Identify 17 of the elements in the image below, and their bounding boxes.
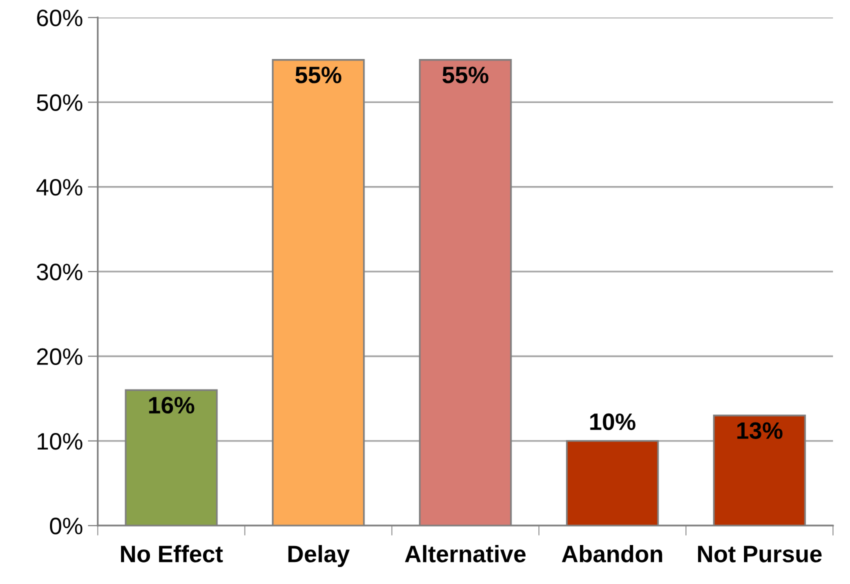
y-tick-label: 50%: [36, 94, 82, 111]
data-label: 13%: [737, 422, 782, 439]
x-tick-label: Not Pursue: [698, 546, 822, 562]
data-label: 55%: [442, 66, 488, 84]
y-tick-label: 40%: [36, 178, 82, 196]
x-tick-label: Abandon: [562, 545, 662, 562]
data-label: 16%: [149, 396, 194, 414]
y-tick-label: 0%: [50, 518, 82, 534]
y-tick-label: 20%: [37, 348, 82, 366]
x-tick-label: Delay: [288, 545, 350, 568]
y-tick-label: 30%: [36, 264, 82, 280]
y-tick-label: 60%: [37, 10, 82, 26]
x-tick-label: No Effect: [121, 545, 223, 562]
y-tick-label: 10%: [38, 432, 82, 450]
data-label: 55%: [295, 66, 342, 84]
data-label: 10%: [590, 413, 636, 430]
x-tick-label: Alternative: [404, 545, 526, 562]
